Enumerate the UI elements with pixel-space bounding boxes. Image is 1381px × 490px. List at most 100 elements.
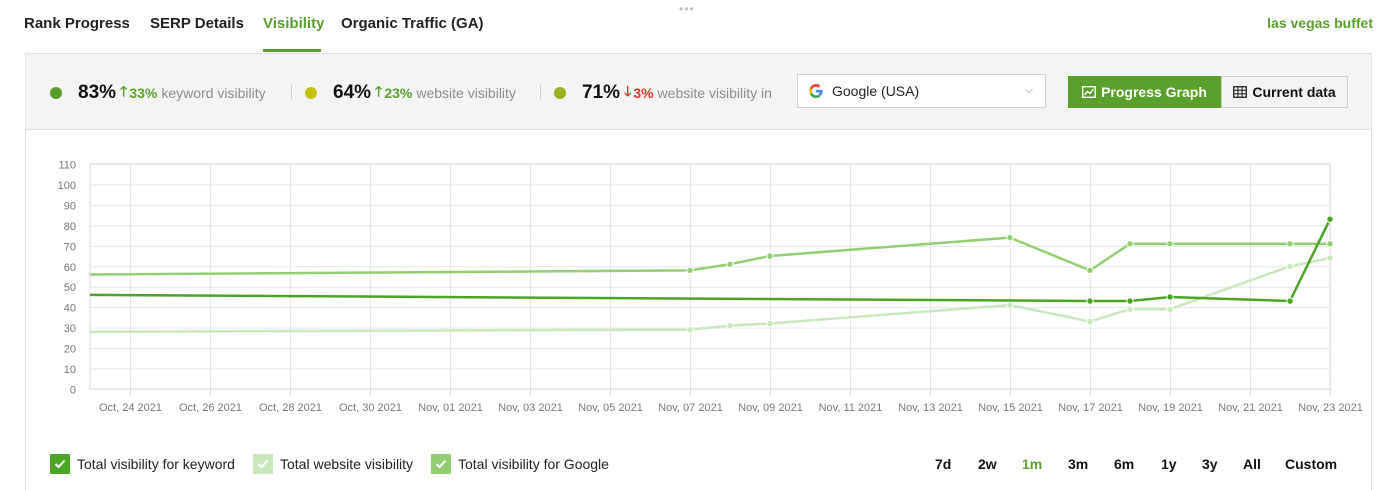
y-tick-label: 50 [64, 282, 76, 294]
data-point [1286, 240, 1294, 248]
legend-item-keyword[interactable]: Total visibility for keyword [50, 454, 235, 474]
line-chart-icon [1082, 86, 1097, 98]
x-tick-label: Nov, 15 2021 [978, 402, 1043, 414]
range-custom[interactable]: Custom [1285, 456, 1338, 472]
x-tick-label: Nov, 07 2021 [658, 402, 723, 414]
data-point [766, 319, 774, 328]
x-tick-label: Nov, 09 2021 [738, 402, 803, 414]
visibility-panel: 83% 🡑 33% keyword visibility 64% 🡑 23% w… [25, 53, 1372, 490]
metric-dot-icon [305, 87, 317, 99]
chart-axes: 0 10 20 30 40 50 60 70 80 90 100 110 Oct, 24 2021 Oct… [58, 160, 1363, 415]
divider [540, 84, 541, 100]
data-point [1166, 293, 1174, 301]
current-data-button[interactable]: Current data [1221, 76, 1348, 108]
checkbox-checked-icon [50, 454, 70, 474]
metric-keyword-visibility: 83% 🡑 33% keyword visibility [50, 81, 266, 105]
x-tick-label: Nov, 23 2021 [1298, 402, 1363, 414]
x-tick-label: Oct, 28 2021 [259, 402, 322, 414]
y-tick-label: 0 [70, 385, 76, 397]
data-point [1126, 297, 1134, 305]
visibility-summary-bar: 83% 🡑 33% keyword visibility 64% 🡑 23% w… [26, 54, 1371, 130]
drag-handle-icon[interactable]: ••• [679, 2, 695, 16]
series-line [89, 218, 1332, 303]
metric-percent: 71% [582, 82, 621, 103]
metric-label: keyword visibility [161, 85, 266, 101]
tab-organic-traffic[interactable]: Organic Traffic (GA) [341, 15, 484, 32]
x-tick-label: Oct, 24 2021 [99, 402, 162, 414]
search-engine-value: Google (USA) [832, 83, 920, 99]
y-tick-label: 110 [58, 160, 76, 172]
data-point [1086, 266, 1094, 275]
x-tick-label: Nov, 17 2021 [1058, 402, 1123, 414]
data-point [1006, 233, 1014, 242]
data-point [1326, 240, 1334, 248]
range-1y[interactable]: 1y [1161, 456, 1177, 472]
arrow-up-icon: 🡑 [120, 83, 128, 99]
range-2w[interactable]: 2w [978, 456, 997, 472]
data-point [1326, 254, 1334, 262]
x-tick-label: Oct, 30 2021 [339, 402, 402, 414]
x-tick-label: Nov, 13 2021 [898, 402, 963, 414]
data-point [766, 252, 774, 260]
tab-rank-progress[interactable]: Rank Progress [24, 15, 130, 32]
y-tick-label: 20 [64, 344, 76, 356]
legend-label: Total visibility for keyword [77, 456, 235, 472]
metric-change: 23% [384, 85, 413, 101]
data-point [686, 266, 694, 275]
report-tabs: Rank Progress SERP Details Visibility Or… [0, 0, 1381, 52]
data-point [726, 260, 734, 268]
range-3y[interactable]: 3y [1202, 456, 1218, 472]
progress-graph-button[interactable]: Progress Graph [1068, 76, 1221, 108]
range-3m[interactable]: 3m [1068, 456, 1089, 472]
data-point [1166, 305, 1174, 313]
y-tick-label: 10 [64, 364, 76, 376]
y-tick-label: 100 [58, 180, 76, 192]
data-point [1126, 305, 1134, 313]
plot-area [89, 163, 1331, 390]
data-point [1326, 215, 1334, 223]
data-point [1006, 301, 1014, 309]
y-tick-label: 40 [64, 303, 76, 315]
legend-label: Total website visibility [280, 456, 414, 472]
range-all[interactable]: All [1243, 456, 1261, 472]
visibility-chart: 0 10 20 30 40 50 60 70 80 90 100 110 Oct, 24 2021 Oct… [58, 160, 1363, 415]
legend-item-google[interactable]: Total visibility for Google [431, 454, 609, 474]
series-line [89, 256, 1331, 333]
metric-label: website visibility [416, 85, 516, 101]
series-line [89, 236, 1330, 276]
legend-item-website[interactable]: Total website visibility [253, 454, 413, 474]
data-point [1086, 297, 1094, 305]
data-point [1286, 297, 1294, 305]
google-icon [809, 84, 823, 98]
project-name[interactable]: las vegas buffet [1267, 15, 1373, 31]
range-6m[interactable]: 6m [1114, 456, 1135, 472]
x-tick-label: Nov, 11 2021 [819, 402, 883, 414]
range-1m[interactable]: 1m [1022, 456, 1043, 472]
checkbox-checked-icon [253, 454, 273, 474]
metric-percent: 64% [333, 82, 372, 103]
tab-visibility[interactable]: Visibility [263, 15, 325, 32]
metric-change: 3% [633, 85, 654, 101]
y-tick-label: 60 [64, 262, 76, 274]
search-engine-select[interactable]: Google (USA) ⌵ [797, 74, 1046, 108]
x-tick-label: Nov, 01 2021 [418, 402, 483, 414]
x-tick-label: Nov, 03 2021 [498, 402, 563, 414]
range-7d[interactable]: 7d [935, 456, 952, 472]
data-point [1166, 240, 1174, 248]
chart-grid [89, 163, 1331, 390]
divider [291, 84, 292, 100]
data-point [726, 321, 734, 330]
table-icon [1233, 86, 1248, 98]
tab-serp-details[interactable]: SERP Details [150, 15, 244, 32]
chevron-down-icon: ⌵ [1024, 84, 1033, 96]
metric-change: 33% [129, 85, 158, 101]
metric-website-visibility-in: 71% 🡓 3% website visibility in [554, 81, 772, 105]
x-tick-label: Oct, 26 2021 [179, 402, 242, 414]
legend-label: Total visibility for Google [458, 456, 609, 472]
data-point [1126, 240, 1134, 248]
chart-series [89, 215, 1334, 334]
progress-graph-label: Progress Graph [1101, 84, 1207, 100]
current-data-label: Current data [1252, 84, 1336, 100]
y-tick-label: 80 [64, 221, 76, 233]
data-point [1086, 317, 1094, 326]
